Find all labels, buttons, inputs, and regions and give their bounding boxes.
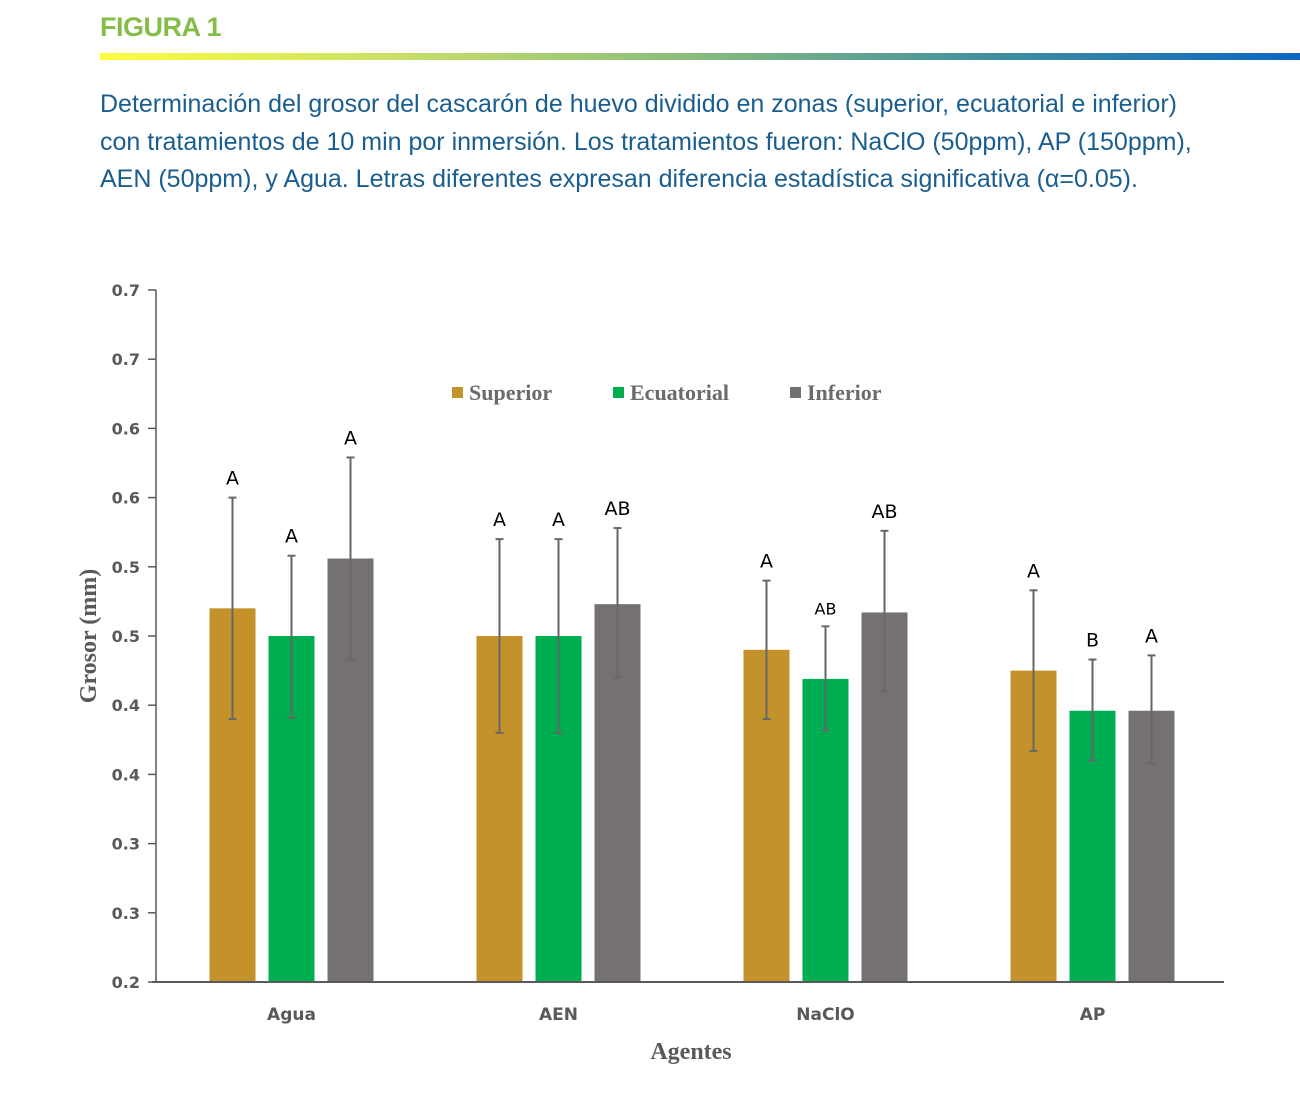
y-tick-label: 0.7 [112,281,140,300]
legend-label-superior: Superior [469,380,552,405]
gradient-divider [100,53,1300,60]
legend-swatch-ecuatorial [613,387,624,398]
significance-label: B [1086,630,1099,652]
x-axis-title: Agentes [650,1039,731,1065]
y-tick-label: 0.3 [112,835,140,854]
legend: Superior Ecuatorial Inferior [452,380,882,405]
y-tick-label: 0.5 [112,627,140,646]
significance-label: A [1145,625,1158,647]
y-tick-label: 0.4 [112,696,140,715]
y-axis: 0.2 0.3 0.3 0.4 0.4 0.5 0.5 0.6 0.6 0.7 0.7 [112,281,157,992]
legend-label-ecuatorial: Ecuatorial [630,380,729,405]
y-tick-label: 0.2 [112,973,140,992]
significance-label: A [344,427,357,449]
y-tick-label: 0.7 [112,350,140,369]
x-tick-label: Agua [267,1005,316,1025]
y-tick-label: 0.5 [112,558,140,577]
y-tick-label: 0.6 [112,489,140,508]
x-tick-label: NaClO [796,1005,854,1025]
y-tick-label: 0.3 [112,904,140,923]
significance-label: AB [871,501,897,523]
y-axis-title: Grosor (mm) [76,569,102,703]
y-tick-label: 0.6 [112,419,140,438]
y-tick-label: 0.4 [112,765,140,784]
significance-label: A [552,509,565,531]
significance-label: AB [815,599,837,618]
significance-label: A [1027,560,1040,582]
figure-caption: Determinación del grosor del cascarón de… [100,90,1192,193]
legend-label-inferior: Inferior [807,380,882,405]
significance-label: AB [604,498,630,520]
legend-swatch-inferior [790,387,801,398]
significance-label: A [226,468,239,490]
x-axis: Agua AEN NaClO AP [152,981,1224,1025]
significance-label: A [760,551,773,573]
figure-label: FIGURA 1 [100,12,222,42]
x-tick-label: AEN [539,1005,578,1025]
significance-label: A [285,526,298,548]
significance-label: A [493,509,506,531]
legend-swatch-superior [452,387,463,398]
x-tick-label: AP [1080,1005,1106,1025]
